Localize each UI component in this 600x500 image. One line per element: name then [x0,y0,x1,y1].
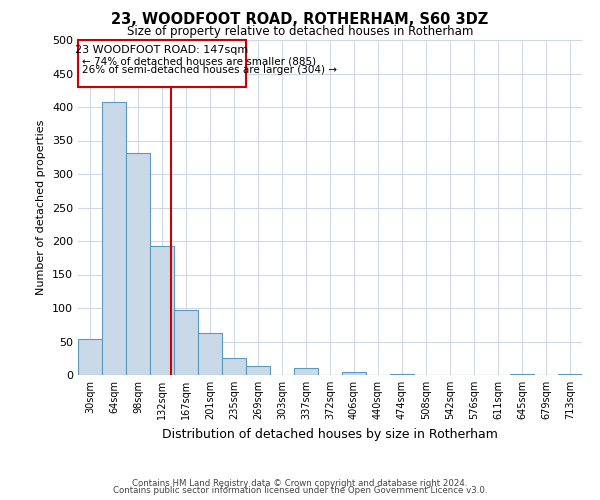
Bar [198,333,222,375]
Bar [294,368,318,375]
Y-axis label: Number of detached properties: Number of detached properties [37,120,46,295]
Bar [246,366,270,375]
Text: Size of property relative to detached houses in Rotherham: Size of property relative to detached ho… [127,25,473,38]
Text: Contains public sector information licensed under the Open Government Licence v3: Contains public sector information licen… [113,486,487,495]
Bar [390,374,414,375]
Text: 23 WOODFOOT ROAD: 147sqm: 23 WOODFOOT ROAD: 147sqm [76,46,248,56]
Bar [342,372,366,375]
Bar [558,374,582,375]
X-axis label: Distribution of detached houses by size in Rotherham: Distribution of detached houses by size … [162,428,498,440]
Bar [174,310,198,375]
Text: Contains HM Land Registry data © Crown copyright and database right 2024.: Contains HM Land Registry data © Crown c… [132,478,468,488]
Bar [78,340,102,375]
Bar [510,374,534,375]
FancyBboxPatch shape [78,40,246,87]
Bar [126,152,150,375]
Text: 26% of semi-detached houses are larger (304) →: 26% of semi-detached houses are larger (… [82,66,337,76]
Text: 23, WOODFOOT ROAD, ROTHERHAM, S60 3DZ: 23, WOODFOOT ROAD, ROTHERHAM, S60 3DZ [112,12,488,28]
Bar [222,358,246,375]
Bar [102,102,126,375]
Bar [150,246,174,375]
Text: ← 74% of detached houses are smaller (885): ← 74% of detached houses are smaller (88… [82,56,316,66]
